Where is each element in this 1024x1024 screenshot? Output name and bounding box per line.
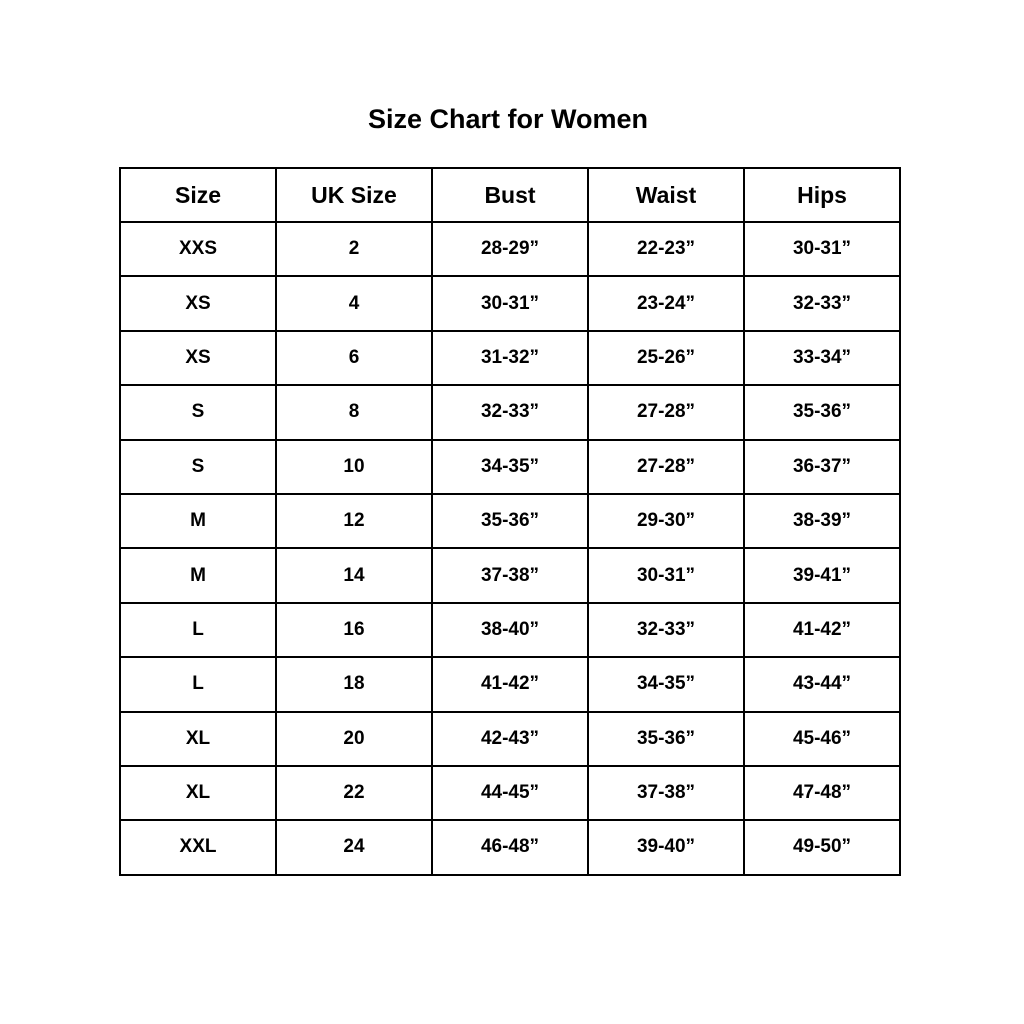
column-header-waist: Waist (587, 167, 745, 223)
cell-uk-size: 16 (275, 601, 433, 659)
cell-size: M (119, 547, 277, 604)
cell-bust: 42-43” (431, 710, 589, 767)
table-row: L 18 41-42” 34-35” 43-44” (119, 656, 901, 713)
cell-uk-size: 6 (275, 329, 433, 387)
cell-uk-size: 2 (275, 220, 433, 278)
cell-size: S (119, 438, 277, 495)
cell-bust: 30-31” (431, 275, 589, 332)
cell-waist: 30-31” (587, 547, 745, 604)
size-chart-table: Size UK Size Bust Waist Hips XXS 2 28-29” 22-23… (119, 167, 901, 876)
cell-uk-size: 12 (275, 492, 433, 550)
table-row: M 12 35-36” 29-30” 38-39” (119, 492, 901, 550)
cell-size: XL (119, 764, 277, 822)
cell-size: XS (119, 329, 277, 387)
cell-hips: 38-39” (743, 492, 901, 550)
table-row: XL 22 44-45” 37-38” 47-48” (119, 764, 901, 822)
column-header-size: Size (119, 167, 277, 223)
table-row: XXS 2 28-29” 22-23” 30-31” (119, 220, 901, 278)
cell-uk-size: 10 (275, 438, 433, 495)
cell-size: XXL (119, 819, 277, 876)
cell-waist: 27-28” (587, 384, 745, 441)
cell-hips: 33-34” (743, 329, 901, 387)
cell-hips: 30-31” (743, 220, 901, 278)
cell-size: XL (119, 710, 277, 767)
column-header-hips: Hips (743, 167, 901, 223)
cell-uk-size: 18 (275, 656, 433, 713)
cell-size: XS (119, 275, 277, 332)
cell-waist: 32-33” (587, 601, 745, 659)
cell-bust: 37-38” (431, 547, 589, 604)
cell-waist: 27-28” (587, 438, 745, 495)
table-row: XS 4 30-31” 23-24” 32-33” (119, 275, 901, 332)
cell-hips: 47-48” (743, 764, 901, 822)
cell-bust: 38-40” (431, 601, 589, 659)
cell-waist: 34-35” (587, 656, 745, 713)
table-row: L 16 38-40” 32-33” 41-42” (119, 601, 901, 659)
cell-hips: 41-42” (743, 601, 901, 659)
cell-uk-size: 8 (275, 384, 433, 441)
table-row: M 14 37-38” 30-31” 39-41” (119, 547, 901, 604)
cell-hips: 39-41” (743, 547, 901, 604)
cell-waist: 37-38” (587, 764, 745, 822)
cell-waist: 35-36” (587, 710, 745, 767)
column-header-uk-size: UK Size (275, 167, 433, 223)
cell-uk-size: 14 (275, 547, 433, 604)
cell-waist: 39-40” (587, 819, 745, 876)
column-header-bust: Bust (431, 167, 589, 223)
cell-hips: 49-50” (743, 819, 901, 876)
table-row: S 8 32-33” 27-28” 35-36” (119, 384, 901, 441)
cell-bust: 34-35” (431, 438, 589, 495)
table-row: XXL 24 46-48” 39-40” 49-50” (119, 819, 901, 876)
table-body: XXS 2 28-29” 22-23” 30-31” XS 4 30-31” 23-24” 32-… (119, 220, 901, 876)
cell-hips: 45-46” (743, 710, 901, 767)
cell-hips: 35-36” (743, 384, 901, 441)
cell-bust: 46-48” (431, 819, 589, 876)
cell-bust: 41-42” (431, 656, 589, 713)
page-title: Size Chart for Women (367, 104, 649, 134)
cell-hips: 43-44” (743, 656, 901, 713)
cell-hips: 36-37” (743, 438, 901, 495)
cell-size: M (119, 492, 277, 550)
cell-bust: 35-36” (431, 492, 589, 550)
cell-bust: 32-33” (431, 384, 589, 441)
cell-size: S (119, 384, 277, 441)
cell-waist: 29-30” (587, 492, 745, 550)
cell-bust: 31-32” (431, 329, 589, 387)
table-row: XL 20 42-43” 35-36” 45-46” (119, 710, 901, 767)
cell-waist: 22-23” (587, 220, 745, 278)
table-row: XS 6 31-32” 25-26” 33-34” (119, 329, 901, 387)
cell-uk-size: 20 (275, 710, 433, 767)
cell-uk-size: 24 (275, 819, 433, 876)
cell-size: XXS (119, 220, 277, 278)
table-row: S 10 34-35” 27-28” 36-37” (119, 438, 901, 495)
cell-uk-size: 4 (275, 275, 433, 332)
cell-bust: 44-45” (431, 764, 589, 822)
cell-hips: 32-33” (743, 275, 901, 332)
cell-waist: 23-24” (587, 275, 745, 332)
cell-bust: 28-29” (431, 220, 589, 278)
table-header-row: Size UK Size Bust Waist Hips (119, 167, 901, 223)
cell-uk-size: 22 (275, 764, 433, 822)
cell-waist: 25-26” (587, 329, 745, 387)
cell-size: L (119, 656, 277, 713)
cell-size: L (119, 601, 277, 659)
